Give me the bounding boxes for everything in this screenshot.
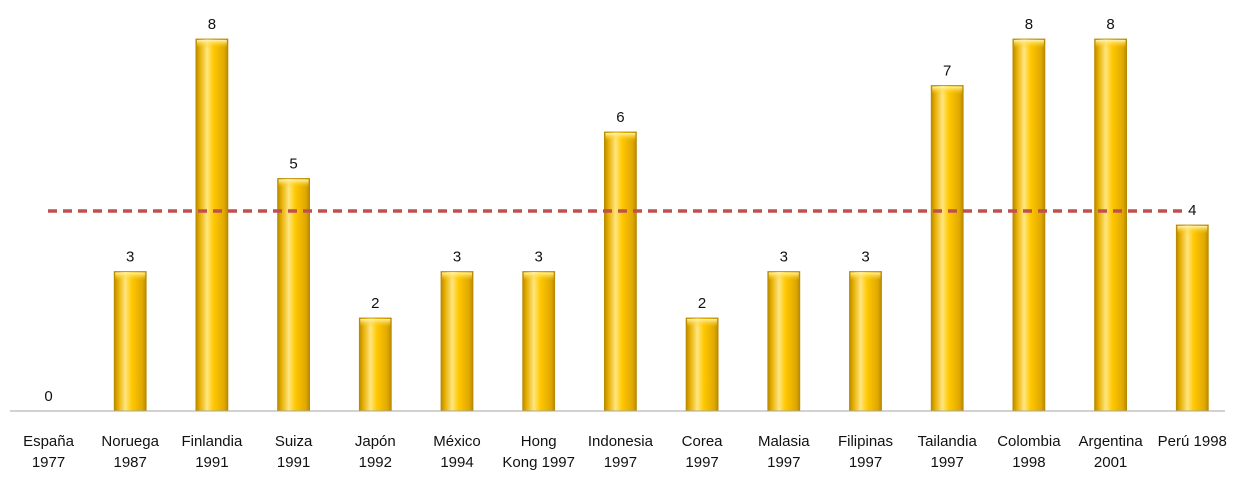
data-label-8: 2 <box>698 295 706 312</box>
data-label-12: 8 <box>1025 16 1033 33</box>
bar-highlight-10 <box>850 272 881 281</box>
data-labels-group: 0 3 8 5 2 3 3 6 2 3 3 7 8 8 4 <box>44 16 1196 405</box>
bar-highlight-11 <box>932 86 963 95</box>
bar-10 <box>849 271 882 412</box>
data-label-4: 2 <box>371 295 379 312</box>
category-label-9: Malasia 1997 <box>758 433 810 471</box>
bar-3 <box>277 178 311 412</box>
bar-highlight-8 <box>687 319 718 327</box>
data-label-0: 0 <box>44 388 52 405</box>
category-label-14: Perú 1998 <box>1158 433 1227 450</box>
data-label-14: 4 <box>1188 202 1196 219</box>
category-label-7: Indonesia 1997 <box>588 433 654 471</box>
data-label-3: 5 <box>289 156 297 173</box>
bar-2 <box>195 38 229 412</box>
data-label-5: 3 <box>453 249 461 266</box>
bar-9 <box>767 271 801 412</box>
bar-13 <box>1094 38 1127 412</box>
category-label-4: Japón 1992 <box>355 433 396 471</box>
bar-highlight-2 <box>196 40 227 48</box>
bar-12 <box>1012 38 1046 412</box>
bar-1 <box>113 271 147 412</box>
bar-highlight-4 <box>360 319 391 327</box>
bar-highlight-1 <box>115 272 146 281</box>
bar-4 <box>358 317 392 412</box>
bar-5 <box>440 271 474 412</box>
category-label-10: Filipinas 1997 <box>838 433 893 471</box>
category-label-6: Hong Kong 1997 <box>502 433 575 471</box>
category-label-8: Corea 1997 <box>682 433 724 471</box>
bar-highlight-13 <box>1095 40 1126 48</box>
data-label-10: 3 <box>861 249 869 266</box>
category-label-13: Argentina 2001 <box>1078 433 1143 471</box>
data-label-13: 8 <box>1106 16 1114 33</box>
bar-6 <box>522 271 556 412</box>
category-labels-group: España 1977 Noruega 1987 Finlandia 1991 Suiza 1… <box>23 433 1227 471</box>
bar-highlight-9 <box>768 272 799 281</box>
bar-highlight-14 <box>1177 226 1208 234</box>
bar-highlight-12 <box>1013 40 1044 48</box>
bar-highlight-5 <box>442 272 472 281</box>
data-label-1: 3 <box>126 249 134 266</box>
bar-highlight-3 <box>278 179 309 188</box>
data-label-9: 3 <box>780 249 788 266</box>
category-label-3: Suiza 1991 <box>275 433 313 471</box>
bar-8 <box>685 317 719 412</box>
data-label-6: 3 <box>535 249 543 266</box>
category-label-1: Noruega 1987 <box>101 433 159 471</box>
bars-group <box>113 38 1209 412</box>
bar-highlight-6 <box>523 272 554 281</box>
bar-11 <box>930 85 964 412</box>
category-label-2: Finlandia 1991 <box>181 433 243 471</box>
bar-14 <box>1175 224 1209 412</box>
category-label-12: Colombia 1998 <box>997 433 1061 471</box>
category-label-11: Tailandia 1997 <box>918 433 978 471</box>
bar-7 <box>604 131 637 412</box>
data-label-2: 8 <box>208 16 216 33</box>
data-label-11: 7 <box>943 63 951 80</box>
data-label-7: 6 <box>616 109 624 126</box>
category-label-5: México 1994 <box>433 433 481 471</box>
category-label-0: España 1977 <box>23 433 75 471</box>
bar-highlight-7 <box>605 133 636 141</box>
